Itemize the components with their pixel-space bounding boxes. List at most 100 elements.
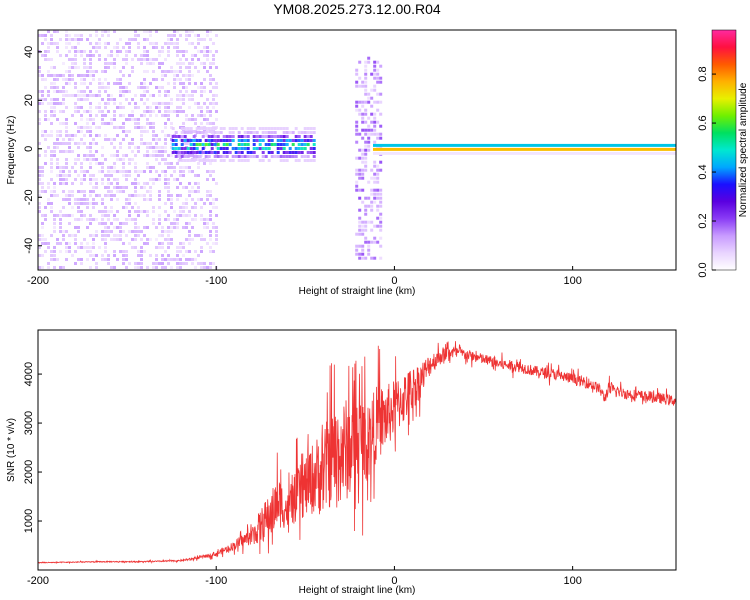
heatmap-cell — [104, 258, 107, 261]
heatmap-cell — [200, 206, 203, 209]
heatmap-cell — [41, 78, 44, 81]
heatmap-cell — [303, 155, 307, 158]
x-tick-label: -200 — [27, 275, 49, 287]
heatmap-cell — [427, 143, 430, 147]
heatmap-cell — [146, 54, 149, 57]
heatmap-cell — [71, 62, 74, 65]
heatmap-cell — [83, 98, 86, 101]
heatmap-cell — [119, 222, 122, 225]
heatmap-cell — [197, 198, 200, 201]
heatmap-cell — [104, 158, 107, 161]
heatmap-cell — [209, 218, 212, 221]
heatmap-cell — [197, 254, 200, 257]
heatmap-cell — [59, 90, 62, 93]
heatmap-cell — [158, 218, 161, 221]
heatmap-cell — [197, 234, 200, 237]
heatmap-cell — [475, 151, 478, 155]
colorbar-tick-label: 0.2 — [697, 213, 709, 228]
heatmap-cell — [279, 155, 283, 158]
heatmap-cell — [116, 106, 119, 109]
heatmap-cell — [373, 120, 377, 124]
heatmap-cell — [203, 86, 206, 89]
heatmap-cell — [367, 180, 371, 184]
heatmap-cell — [104, 230, 107, 233]
heatmap-cell — [44, 38, 47, 41]
heatmap-cell — [53, 250, 56, 253]
heatmap-cell — [279, 139, 283, 142]
heatmap-cell — [74, 262, 77, 265]
heatmap-cell — [364, 196, 368, 200]
heatmap-cell — [373, 188, 377, 192]
heatmap-cell — [77, 246, 80, 249]
heatmap-cell — [149, 58, 152, 61]
heatmap-cell — [215, 226, 218, 229]
heatmap-cell — [143, 50, 146, 53]
heatmap-cell — [201, 159, 205, 162]
heatmap-cell — [364, 220, 368, 224]
heatmap-cell — [472, 151, 475, 155]
heatmap-cell — [194, 202, 197, 205]
heatmap-cell — [86, 258, 89, 261]
heatmap-cell — [179, 174, 182, 177]
heatmap-cell — [188, 238, 191, 241]
heatmap-cell — [580, 151, 583, 155]
heatmap-cell — [119, 238, 122, 241]
heatmap-cell — [143, 226, 146, 229]
heatmap-cell — [188, 182, 191, 185]
heatmap-cell — [125, 202, 128, 205]
heatmap-cell — [74, 62, 77, 65]
heatmap-cell — [200, 122, 203, 125]
heatmap-cell — [249, 131, 253, 134]
heatmap-cell — [161, 170, 164, 173]
heatmap-cell — [134, 166, 137, 169]
heatmap-cell — [173, 166, 176, 169]
heatmap-cell — [191, 262, 194, 265]
heatmap-cell — [164, 42, 167, 45]
heatmap-cell — [276, 151, 280, 154]
heatmap-cell — [173, 46, 176, 49]
heatmap-cell — [74, 38, 77, 41]
heatmap-cell — [167, 254, 170, 257]
heatmap-cell — [179, 246, 182, 249]
heatmap-cell — [358, 252, 362, 256]
heatmap-cell — [113, 62, 116, 65]
heatmap-cell — [149, 146, 152, 149]
heatmap-cell — [98, 162, 101, 165]
heatmap-cell — [62, 62, 65, 65]
heatmap-cell — [95, 150, 98, 153]
heatmap-cell — [646, 147, 649, 151]
heatmap-cell — [176, 254, 179, 257]
snr-line — [38, 341, 676, 565]
heatmap-cell — [140, 238, 143, 241]
heatmap-cell — [312, 139, 316, 142]
heatmap-cell — [107, 62, 110, 65]
heatmap-cell — [74, 110, 77, 113]
heatmap-cell — [80, 210, 83, 213]
heatmap-cell — [146, 130, 149, 133]
heatmap-cell — [158, 246, 161, 249]
heatmap-cell — [191, 186, 194, 189]
heatmap-cell — [125, 258, 128, 261]
heatmap-cell — [255, 139, 259, 142]
heatmap-cell — [80, 202, 83, 205]
heatmap-cell — [122, 254, 125, 257]
heatmap-cell — [146, 122, 149, 125]
heatmap-cell — [158, 86, 161, 89]
heatmap-cell — [113, 226, 116, 229]
heatmap-cell — [77, 174, 80, 177]
heatmap-cell — [137, 86, 140, 89]
heatmap-cell — [104, 238, 107, 241]
heatmap-cell — [128, 90, 131, 93]
heatmap-cell — [50, 82, 53, 85]
heatmap-cell — [122, 114, 125, 117]
heatmap-cell — [176, 42, 179, 45]
heatmap-cell — [140, 210, 143, 213]
heatmap-cell — [107, 66, 110, 69]
heatmap-cell — [77, 90, 80, 93]
heatmap-cell — [306, 139, 310, 142]
heatmap-cell — [201, 143, 205, 146]
heatmap-cell — [526, 147, 529, 151]
heatmap-cell — [68, 246, 71, 249]
heatmap-cell — [77, 146, 80, 149]
heatmap-cell — [134, 178, 137, 181]
